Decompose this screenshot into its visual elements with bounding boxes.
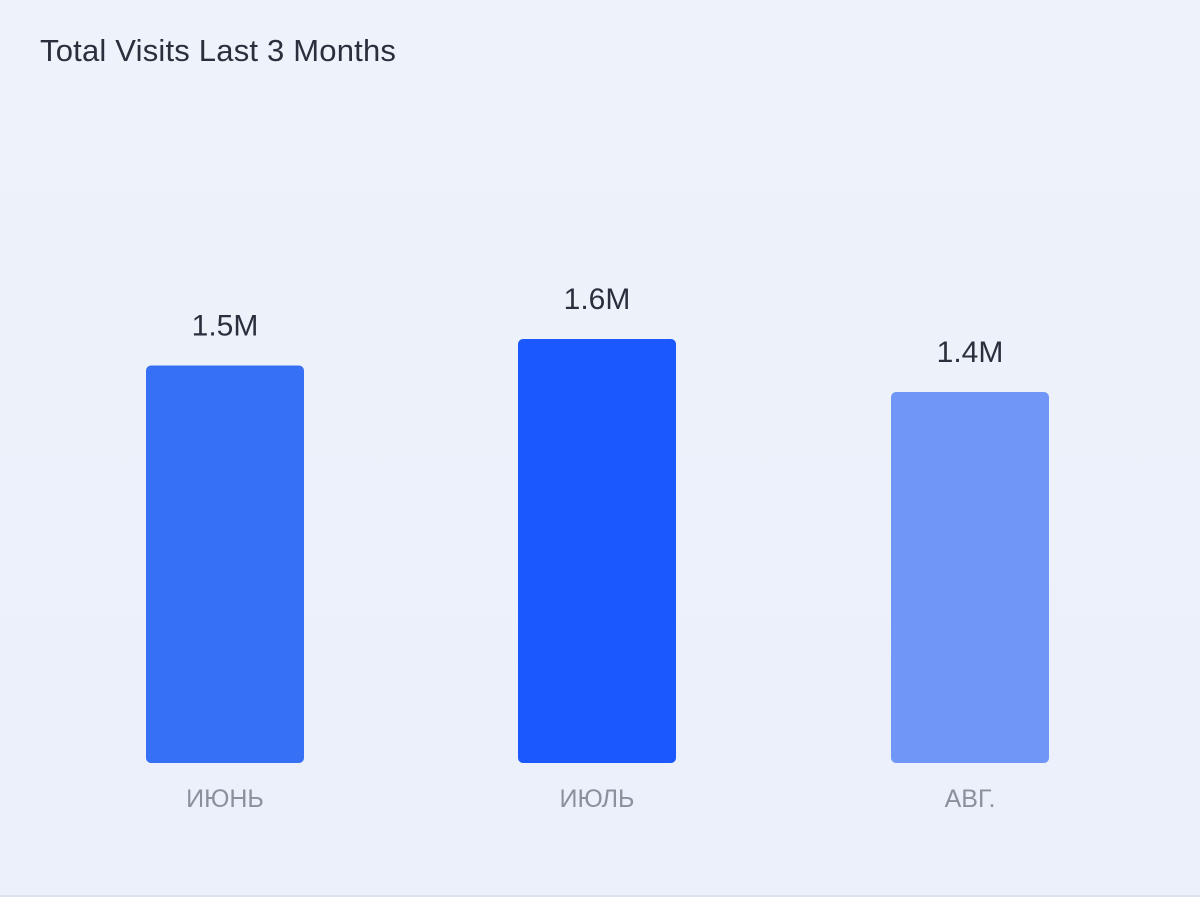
bar-value-label: 1.5M bbox=[192, 310, 259, 343]
bar-value-label: 1.6M bbox=[564, 283, 631, 316]
category-label: ИЮЛЬ bbox=[560, 785, 635, 813]
bar-1[interactable] bbox=[146, 365, 304, 764]
bar-value-label: 1.4M bbox=[937, 336, 1004, 369]
bar-2[interactable] bbox=[518, 339, 676, 763]
category-label: АВГ. bbox=[945, 785, 996, 813]
category-label: ИЮНЬ bbox=[186, 785, 264, 813]
card-title: Total Visits Last 3 Months bbox=[40, 33, 397, 68]
bar-3[interactable] bbox=[891, 392, 1049, 763]
